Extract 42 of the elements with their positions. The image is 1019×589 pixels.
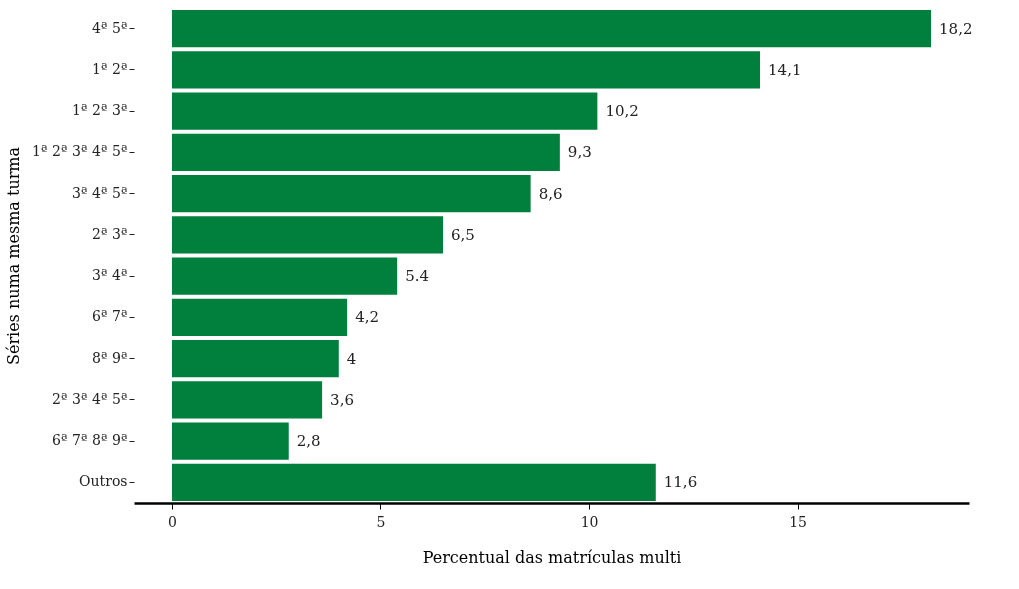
data-label: 4	[346, 349, 357, 368]
x-tick-label: 10	[580, 513, 599, 530]
data-label: 9,3	[567, 143, 592, 162]
data-label: 14,1	[768, 60, 802, 79]
y-tick-label: 2ª 3ª	[91, 225, 128, 242]
y-tick-label: 6ª 7ª 8ª 9ª	[51, 432, 128, 449]
data-label: 8,6	[538, 184, 563, 203]
y-tick-label: 6ª 7ª	[91, 308, 128, 325]
y-axis-title: Séries numa mesma turma	[3, 146, 23, 366]
data-label: 3,6	[330, 390, 354, 409]
y-tick-label: 4ª 5ª	[91, 19, 128, 36]
x-axis-title: Percentual das matrículas multi	[422, 547, 682, 567]
data-label: 18,2	[939, 19, 973, 38]
bar	[171, 257, 398, 295]
bar	[171, 133, 560, 171]
data-label: 10,2	[605, 102, 639, 121]
bar	[171, 51, 761, 89]
y-tick-label: 3ª 4ª 5ª	[71, 184, 128, 201]
y-tick-label: 3ª 4ª	[91, 267, 128, 284]
data-label: 5.4	[405, 267, 430, 286]
y-tick-label: 8ª 9ª	[91, 349, 128, 366]
bar	[171, 175, 531, 213]
bar	[171, 10, 932, 48]
y-tick-label: 2ª 3ª 4ª 5ª	[51, 390, 128, 407]
x-tick-label: 15	[789, 513, 807, 530]
bar	[171, 216, 444, 254]
data-label: 11,6	[663, 473, 698, 492]
bar	[171, 422, 289, 460]
x-tick-label: 5	[376, 513, 386, 530]
data-label: 4,2	[355, 308, 379, 327]
y-tick-label: 1ª 2ª	[91, 60, 128, 77]
y-tick-label: Outros	[79, 473, 128, 490]
x-tick-label: 0	[167, 513, 177, 530]
bar	[171, 463, 656, 501]
y-tick-label: 1ª 2ª 3ª 4ª 5ª	[31, 143, 128, 160]
bar	[171, 92, 598, 130]
bar	[171, 340, 339, 378]
data-label: 2,8	[296, 432, 321, 451]
bar	[171, 381, 323, 419]
bar	[171, 298, 348, 336]
data-label: 6,5	[451, 225, 475, 244]
y-tick-label: 1ª 2ª 3ª	[71, 102, 128, 119]
